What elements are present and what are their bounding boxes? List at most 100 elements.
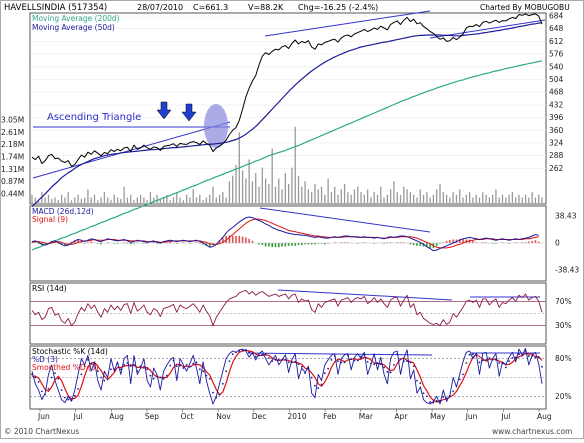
stochastic-d-dot — [498, 362, 501, 364]
stochastic-d-dot — [317, 387, 320, 390]
stochastic-reference-lines — [30, 358, 546, 397]
stochastic-d-dot — [175, 365, 178, 368]
macd-line-group — [31, 216, 539, 252]
stochastic-d-dot — [472, 353, 474, 356]
stochastic-d-dot — [189, 365, 191, 368]
stochastic-d-dot — [481, 359, 484, 362]
macd-signal-line — [31, 218, 539, 249]
stochastic-d-dot — [231, 353, 234, 356]
stochastic-d-dot — [462, 373, 464, 376]
legend-stochastic-k: Stochastic %K (14d) — [32, 347, 108, 356]
stochastic-d-dot — [527, 355, 530, 357]
macd-tick-label: 38.43 — [555, 212, 577, 221]
arrow-marker-2 — [181, 103, 197, 122]
ma200-line-group — [31, 60, 543, 251]
stochastic-d-dot — [208, 377, 211, 380]
stochastic-d-dot — [406, 360, 408, 363]
price-gridlines — [30, 15, 546, 169]
stochastic-d-dot — [73, 394, 76, 397]
stochastic-d-dot — [90, 362, 93, 365]
legend-stochastic-smoothed: Smoothed %D (3) — [32, 363, 99, 372]
stochastic-k-line — [31, 348, 543, 405]
stochastic-d-dot — [146, 368, 149, 371]
rsi-reference-lines — [30, 300, 546, 327]
stochastic-d-dot — [389, 371, 392, 374]
stochastic-d-dot — [478, 361, 481, 364]
stochastic-tick-label: 20% — [555, 392, 572, 401]
stochastic-d-dot — [376, 362, 379, 364]
ma50-line-group — [31, 22, 543, 207]
stochastic-d-dot — [96, 370, 99, 373]
chart-change: Chg=-16.25 (-2.4%) — [298, 3, 378, 12]
x-axis-label: May — [430, 412, 446, 421]
stochastic-d-dot — [261, 353, 264, 356]
stochastic-d-dot — [310, 376, 313, 379]
stochastic-d-dot — [383, 366, 385, 369]
x-axis-label: Apr — [394, 412, 408, 421]
stochastic-d-dot — [103, 379, 106, 382]
stochastic-d-dot — [435, 399, 438, 402]
stochastic-d-dot — [67, 398, 70, 401]
price-trendline-upper — [264, 10, 431, 37]
chart-credit: Charted By MOBUGOBU — [480, 3, 570, 12]
stochastic-d-dot — [47, 387, 50, 390]
stochastic-d-dot — [110, 368, 112, 371]
x-axis-label: Jul — [73, 412, 83, 421]
stochastic-d-dot — [264, 353, 267, 356]
x-axis-label: Sep — [145, 412, 159, 421]
stochastic-d-dot — [373, 363, 376, 366]
stochastic-d-dot — [40, 390, 43, 393]
price-panel-frame — [29, 12, 547, 205]
price-tick-label: 648 — [549, 24, 564, 33]
stochastic-d-dot — [350, 358, 353, 361]
x-axis-label: Dec — [252, 412, 267, 421]
stochastic-d-dot — [198, 368, 201, 371]
stochastic-d-dot — [518, 353, 520, 356]
price-tick-label: 432 — [549, 100, 564, 109]
down-arrow-icon — [181, 103, 197, 122]
stochastic-d-dot — [185, 364, 188, 366]
price-tick-label: 540 — [549, 62, 564, 71]
stochastic-d-dot — [248, 351, 251, 354]
stochastic-d-dot — [504, 366, 507, 369]
x-axis-label: Jul — [500, 412, 510, 421]
ma200-line — [31, 60, 543, 251]
x-axis-label: Mar — [359, 412, 374, 421]
stochastic-d-dot — [330, 358, 333, 361]
stochastic-d-dot — [202, 370, 204, 373]
stochastic-d-dot — [119, 368, 122, 371]
stochastic-d-dot — [195, 361, 198, 364]
stochastic-d-dot — [162, 377, 165, 380]
stochastic-d-dot — [508, 360, 510, 363]
stochastic-d-dot — [80, 373, 83, 376]
ascending-triangle-label: Ascending Triangle — [47, 112, 141, 123]
stochastic-d-dot — [100, 376, 102, 379]
x-axis-label: Oct — [181, 412, 194, 421]
stochastic-d-dot — [149, 374, 152, 377]
stochastic-d-dot — [34, 376, 37, 379]
x-axis-label: Aug — [537, 412, 552, 421]
stochastic-d-dot — [425, 395, 428, 398]
ma50-line — [31, 22, 543, 207]
macd-tick-label: -38.43 — [555, 266, 579, 275]
price-axis-ticks: 684 648 612 576 540 504 468 432 396 360 324 288 262 — [549, 12, 564, 173]
stochastic-trend-line — [247, 352, 433, 356]
volume-tick-label: 2.18M — [1, 140, 24, 149]
stochastic-d-dot — [320, 383, 323, 386]
stochastic-d-dot — [337, 360, 339, 363]
stochastic-d-dot — [511, 357, 514, 359]
stochastic-d-dot — [393, 364, 395, 366]
macd-divergence-line — [259, 207, 431, 233]
chart-close: C=661.3 — [193, 3, 228, 12]
stochastic-d-dot — [537, 356, 540, 359]
x-axis-labels: Jun Jul Aug Sep Oct Nov Dec 2010 Feb Mar Apr May Jun… — [37, 409, 552, 421]
stochastic-smoothed-d-group — [32, 349, 543, 403]
legend-ma50: Moving Average (50d) — [32, 23, 115, 32]
price-tick-label: 468 — [549, 88, 564, 97]
stochastic-d-dot — [416, 379, 418, 382]
stochastic-d-dot — [218, 393, 221, 396]
stochastic-d-dot — [287, 361, 290, 364]
stochastic-d-dot — [323, 372, 326, 374]
rsi-axis-ticks: 70% 30% — [555, 297, 572, 330]
